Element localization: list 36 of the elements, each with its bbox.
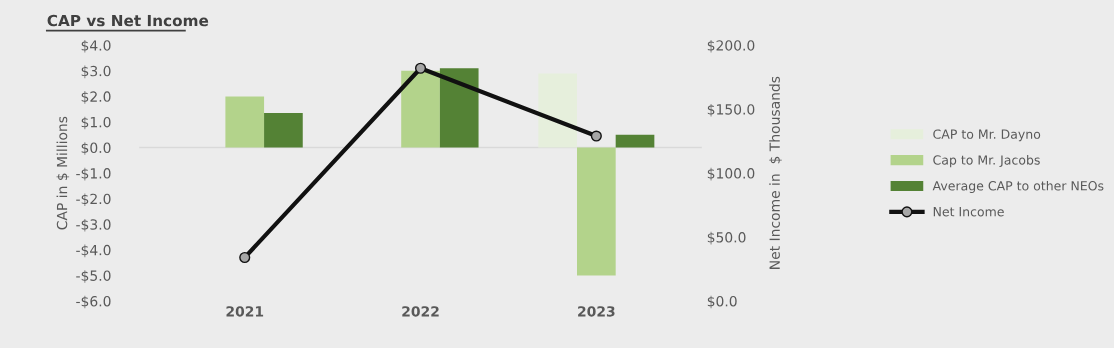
bar: [225, 96, 265, 148]
y-tick-label: -$1.0: [76, 167, 111, 181]
legend-label: CAP to Mr. Dayno: [933, 129, 1041, 142]
y-axis-title: CAP in $ Millions: [56, 116, 70, 230]
y-tick-label: -$2.0: [76, 193, 111, 207]
y2-tick-label: $150.0: [707, 103, 755, 117]
bar: [439, 68, 479, 148]
y-tick-label: $2.0: [81, 91, 111, 104]
y-tick-label: $3.0: [81, 65, 111, 79]
y-tick-label: -$3.0: [76, 219, 111, 232]
point: [414, 62, 427, 74]
bar: [615, 134, 655, 148]
x-tick-label: 2022: [402, 306, 439, 317]
point: [239, 251, 251, 264]
legend-label: Net Income: [933, 207, 1004, 217]
y2-axis-title: Net Income in $ Thousands: [769, 76, 782, 269]
x-tick-label: 2021: [226, 306, 264, 317]
y-tick-label: -$6.0: [76, 295, 111, 309]
y-tick-label: -$5.0: [76, 270, 111, 283]
y-tick-label: $4.0: [81, 39, 111, 53]
chart-title: CAP vs Net Income: [47, 14, 209, 27]
x-tick-label: 2023: [578, 306, 615, 317]
bar: [264, 113, 303, 148]
bar: [538, 73, 577, 148]
y-tick-label: -$4.0: [76, 244, 111, 258]
point: [590, 130, 602, 142]
y2-tick-label: $0.0: [707, 295, 737, 309]
legend-label: Cap to Mr. Jacobs: [933, 155, 1040, 168]
legend-label: Average CAP to other NEOs: [932, 180, 1104, 193]
bar: [577, 147, 616, 276]
y2-tick-label: $50.0: [707, 231, 746, 245]
y-tick-label: $1.0: [81, 116, 111, 130]
y2-tick-label: $100.0: [707, 167, 755, 181]
y2-tick-label: $200.0: [707, 39, 755, 53]
bar: [401, 70, 440, 148]
y-tick-label: $0.0: [81, 142, 111, 155]
